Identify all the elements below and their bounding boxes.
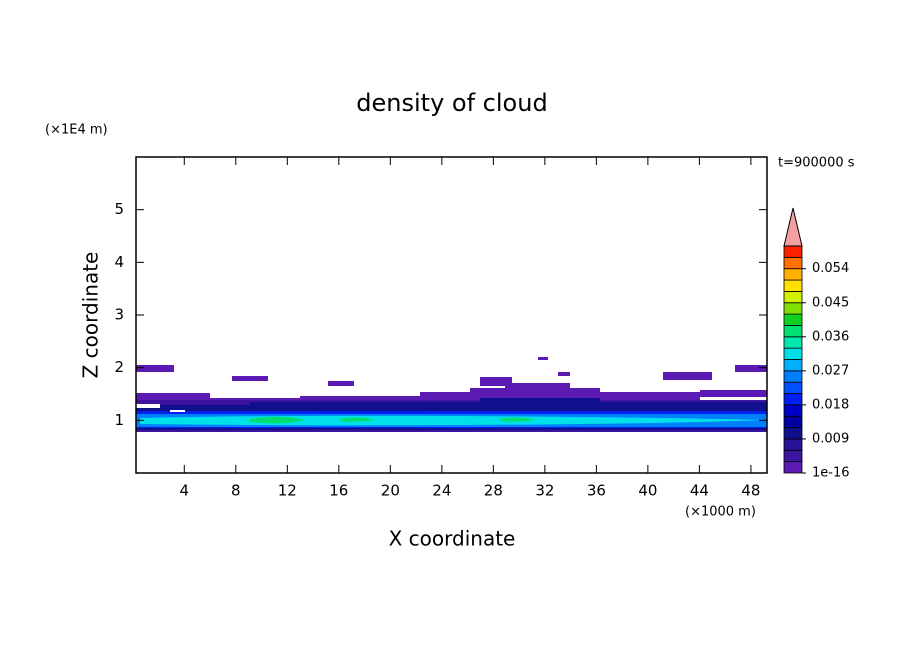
colorbar-band bbox=[783, 313, 803, 326]
colorbar-band bbox=[783, 302, 803, 315]
x-tick-label: 24 bbox=[432, 482, 451, 500]
colorbar-band bbox=[783, 336, 803, 349]
colorbar-band bbox=[783, 370, 803, 383]
chart-title: density of cloud bbox=[356, 89, 547, 117]
x-unit: (×1000 m) bbox=[685, 505, 756, 520]
colorbar-extend bbox=[783, 207, 803, 247]
colorbar-band bbox=[783, 290, 803, 304]
y-tick-label: 3 bbox=[114, 306, 124, 324]
colorbar-band bbox=[783, 461, 803, 474]
y-tick-label: 2 bbox=[114, 358, 124, 376]
colorbar-band bbox=[783, 393, 803, 406]
y-tick-label: 4 bbox=[114, 253, 124, 271]
x-tick-label: 32 bbox=[535, 482, 554, 500]
colorbar-band bbox=[783, 279, 803, 292]
colorbar-band bbox=[783, 325, 803, 338]
colorbar-band bbox=[783, 449, 803, 463]
colorbar-tick-label: 0.018 bbox=[812, 397, 849, 412]
colorbar-band bbox=[783, 359, 803, 372]
x-tick-label: 28 bbox=[484, 482, 503, 500]
y-unit: (×1E4 m) bbox=[45, 123, 108, 138]
y-tick-label: 5 bbox=[114, 200, 124, 218]
colorbar-band bbox=[783, 427, 803, 440]
x-tick-label: 12 bbox=[278, 482, 297, 500]
colorbar-band bbox=[783, 347, 803, 360]
y-tick-label: 1 bbox=[114, 411, 124, 429]
colorbar-tick-label: 0.045 bbox=[812, 295, 849, 310]
colorbar-band bbox=[783, 268, 803, 281]
colorbar-tick-label: 0.054 bbox=[812, 261, 849, 276]
x-tick-label: 44 bbox=[690, 482, 709, 500]
colorbar-tick-label: 1e-16 bbox=[812, 466, 850, 481]
x-axis-label: X coordinate bbox=[389, 527, 516, 551]
colorbar-band bbox=[783, 415, 803, 429]
x-tick-label: 20 bbox=[381, 482, 400, 500]
colorbar-band bbox=[783, 381, 803, 394]
annotation: t=900000 s bbox=[778, 156, 855, 171]
colorbar-tick-label: 0.036 bbox=[812, 329, 849, 344]
x-tick-label: 16 bbox=[329, 482, 348, 500]
x-tick-label: 40 bbox=[638, 482, 657, 500]
colorbar-band bbox=[783, 256, 803, 270]
x-tick-label: 4 bbox=[180, 482, 190, 500]
colorbar-band bbox=[783, 404, 803, 417]
colorbar-tick-label: 0.009 bbox=[812, 431, 849, 446]
colorbar-band bbox=[783, 438, 803, 451]
x-tick-label: 8 bbox=[231, 482, 241, 500]
cloud-field bbox=[136, 357, 767, 432]
colorbar-tick-label: 0.027 bbox=[812, 363, 849, 378]
x-tick-label: 36 bbox=[587, 482, 606, 500]
x-tick-label: 48 bbox=[741, 482, 760, 500]
y-axis-label: Z coordinate bbox=[79, 252, 103, 379]
colorbar-band bbox=[783, 245, 803, 258]
